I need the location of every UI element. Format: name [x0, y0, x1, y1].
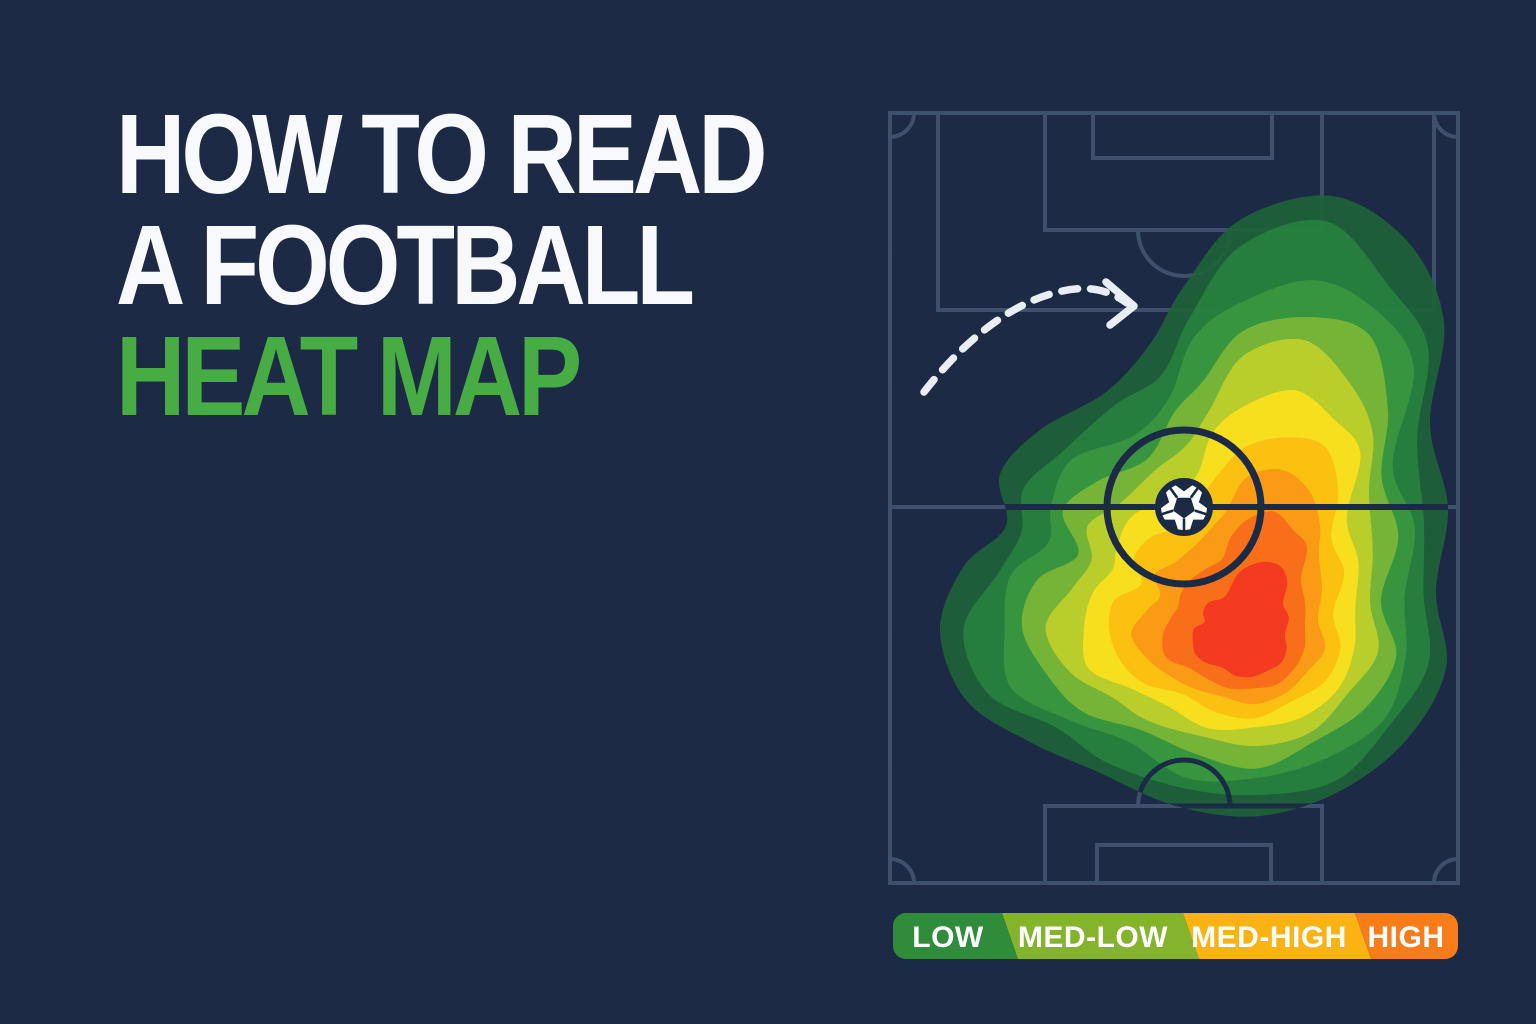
bottom-penalty-arc-dark [1135, 757, 1233, 807]
top-goal-box [1091, 111, 1274, 160]
legend-segment-med-low [1002, 913, 1199, 959]
title-line-3-accent: HEAT MAP [116, 313, 582, 441]
intensity-legend [893, 913, 1458, 959]
legend-segment-high [1355, 913, 1458, 959]
ball-center-pentagon [1173, 497, 1195, 519]
legend-label-med-low: MED-LOW [1018, 921, 1168, 954]
legend-label-med-high: MED-HIGH [1191, 921, 1347, 954]
bottom-goal-area-dark [1042, 803, 1325, 817]
soccer-ball-icon [1155, 478, 1213, 536]
title-line-1: HOW TO READ [116, 91, 768, 218]
legend-label-low: LOW [912, 921, 984, 954]
corner-arc-top-right [1432, 112, 1459, 139]
page-title: HOW TO READ A FOOTBALL HEAT MAP [116, 91, 768, 441]
bottom-goal-box-dark [1097, 845, 1271, 883]
legend-labels: LOW MED-LOW MED-HIGH HIGH [912, 921, 1444, 954]
heat-contour-high-9 [1192, 561, 1289, 678]
center-circle-dark [1103, 426, 1265, 588]
corner-arc-top-left [889, 112, 916, 139]
legend-label-high: HIGH [1368, 921, 1445, 954]
title-line-2: A FOOTBALL [116, 202, 695, 330]
arrow-head [1102, 278, 1138, 329]
arrow-curve [920, 284, 1131, 396]
corner-arc-bottom-left [889, 857, 916, 884]
legend-segment-low [893, 913, 1018, 959]
bottom-goal-box [1095, 843, 1273, 885]
dashed-arrow-icon [920, 278, 1138, 396]
legend-segment-med-high [1183, 913, 1371, 959]
corner-arc-bottom-right [1432, 857, 1459, 884]
